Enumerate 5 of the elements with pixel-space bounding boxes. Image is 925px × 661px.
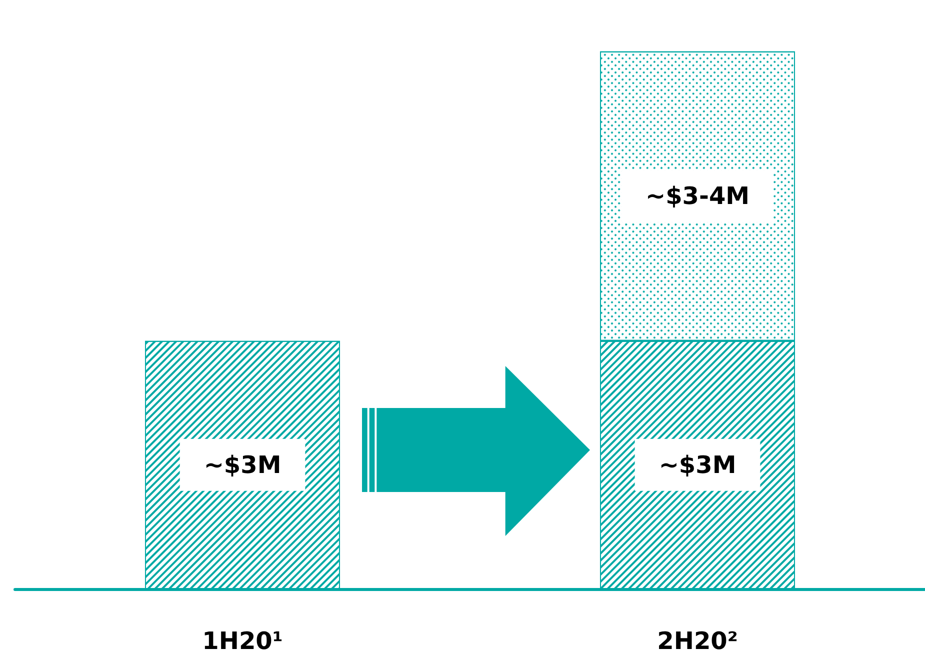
data-label: ~$3-4M [645,182,750,210]
x-tick-label: 2H20² [657,627,738,655]
data-label: ~$3M [658,450,736,479]
data-label: ~$3M [204,450,282,479]
x-tick-label: 1H20¹ [202,627,283,655]
